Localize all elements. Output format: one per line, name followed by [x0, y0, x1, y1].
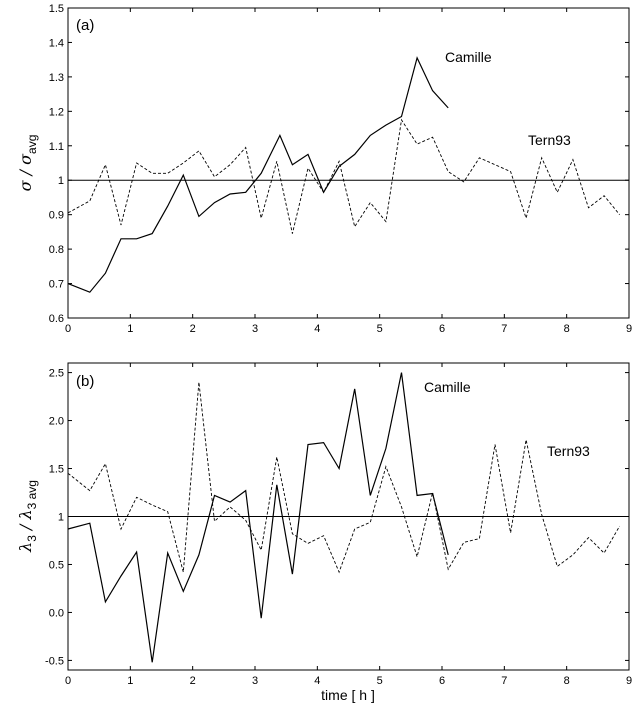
panel-b-label: (b): [76, 373, 94, 390]
panel-b-series-tern93: [67, 382, 620, 574]
panel-a-xtick-label: 4: [314, 323, 320, 335]
panel-a-ylabel: σ / σavg: [16, 135, 39, 192]
panel-a-ytick-label: 0.6: [49, 313, 64, 325]
panel-b-xtick-label: 5: [377, 675, 383, 687]
panel-b-ticks: 0 1 2 3 4 5 6 7 8 9 -0.5 0.0 0.5 1 1.5 2.0 2.5: [45, 363, 632, 687]
panel-a-frame: [67, 7, 630, 319]
panel-b-xtick-label: 9: [626, 675, 632, 687]
panel-b-ytick-label: 2.0: [49, 416, 64, 428]
panel-a-ytick-label: 0.9: [49, 210, 64, 222]
panel-b: 0 1 2 3 4 5 6 7 8 9 -0.5 0.0 0.5 1 1.5 2.0 2.5 (b) Camil…: [16, 362, 632, 703]
panel-b-ytick-label: 1.5: [49, 464, 64, 476]
panel-a-ticks: 0 1 2 3 4 5 6 7 8 9 0.6 0.7 0.8 0.9 1 1.1 1.2 1.3 1.4 1.5: [49, 3, 632, 335]
panel-a-ytick-label: 1.4: [49, 37, 64, 49]
panel-b-ytick-label: 2.5: [49, 368, 64, 380]
panel-b-xtick-label: 1: [127, 675, 133, 687]
panel-a-series: [67, 56, 620, 293]
panel-a-series-tern93: [67, 118, 620, 234]
panel-a-ytick-label: 1.5: [49, 3, 64, 15]
panel-a-ytick-label: 1: [58, 175, 64, 187]
panel-b-xtick-label: 0: [65, 675, 71, 687]
panel-a-xtick-label: 0: [65, 323, 71, 335]
panel-a-xtick-label: 2: [190, 323, 196, 335]
panel-b-xtick-label: 6: [439, 675, 445, 687]
panel-a-xtick-label: 7: [501, 323, 507, 335]
panel-b-camille-label: Camille: [424, 379, 471, 395]
panel-a-xtick-label: 1: [127, 323, 133, 335]
panel-b-ytick-label: 1: [58, 512, 64, 524]
panel-b-ylabel: λ3 / λ3 avg: [16, 480, 39, 553]
panel-a-xtick-label: 6: [439, 323, 445, 335]
panel-a: 0 1 2 3 4 5 6 7 8 9 0.6 0.7 0.8 0.9 1 1.1 1.2 1.3 1.4 1.5 (…: [16, 3, 632, 335]
panel-a-ytick-label: 0.7: [49, 279, 64, 291]
panel-b-series: [67, 372, 620, 663]
panel-b-ytick-label: -0.5: [45, 655, 64, 667]
panel-a-xtick-label: 3: [252, 323, 258, 335]
panel-a-label: (a): [76, 17, 94, 34]
panel-b-xtick-label: 4: [314, 675, 320, 687]
panel-a-xtick-label: 9: [626, 323, 632, 335]
panel-b-xtick-label: 2: [190, 675, 196, 687]
panel-a-ytick-label: 1.2: [49, 106, 64, 118]
panel-b-xtick-label: 3: [252, 675, 258, 687]
panel-b-xlabel: time [ h ]: [321, 687, 375, 703]
panel-b-series-camille: [67, 372, 449, 663]
panel-b-tern93-label: Tern93: [547, 443, 590, 459]
panel-a-ytick-label: 1.3: [49, 72, 64, 84]
panel-b-xtick-label: 8: [564, 675, 570, 687]
panel-a-tern93-label: Tern93: [528, 132, 571, 148]
panel-b-ytick-label: 0.5: [49, 559, 64, 571]
panel-a-series-camille: [67, 56, 449, 293]
panel-a-ytick-label: 0.8: [49, 244, 64, 256]
panel-b-xtick-label: 7: [501, 675, 507, 687]
panel-b-ytick-label: 0.0: [49, 607, 64, 619]
panel-a-camille-label: Camille: [445, 49, 492, 65]
panel-a-ytick-label: 1.1: [49, 141, 64, 153]
panel-a-xtick-label: 8: [564, 323, 570, 335]
panel-a-xtick-label: 5: [377, 323, 383, 335]
